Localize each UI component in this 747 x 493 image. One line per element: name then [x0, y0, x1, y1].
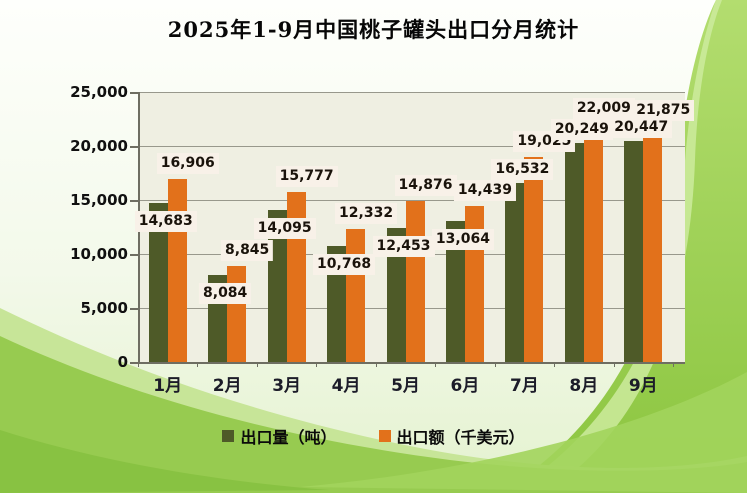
legend-item-export-volume: 出口量（吨）: [222, 424, 337, 448]
value-label-export-value: 8,845: [221, 240, 274, 262]
gridline: [138, 92, 685, 93]
x-axis-tick: [613, 362, 615, 367]
value-label-export-volume: 20,447: [610, 117, 673, 139]
bar-export-volume: [564, 143, 584, 362]
value-label-export-value: 12,332: [335, 202, 398, 224]
bar-export-value: [167, 179, 187, 362]
x-axis-tick: [256, 362, 258, 367]
month-label: 5月: [391, 376, 420, 396]
bar-export-value: [346, 228, 366, 362]
bar-export-value: [524, 156, 544, 362]
y-tick-label: 25,000: [70, 83, 128, 101]
legend-item-export-value: 出口额（千美元）: [378, 424, 525, 448]
bar-export-value: [405, 201, 425, 362]
x-axis-tick: [673, 362, 674, 367]
y-axis-tick: [130, 200, 138, 202]
x-axis-tick: [375, 362, 377, 367]
chart-legend: 出口量（吨） 出口额（千美元）: [0, 424, 747, 448]
value-label-export-value: 22,009: [572, 98, 635, 120]
legend-swatch-export-volume: [222, 430, 235, 442]
legend-swatch-export-value: [378, 430, 391, 442]
value-label-export-volume: 14,683: [134, 211, 197, 233]
x-axis-tick: [138, 362, 139, 367]
month-label: 8月: [569, 376, 599, 396]
bar-export-volume: [386, 227, 406, 362]
value-label-export-value: 15,777: [275, 165, 338, 187]
month-label: 2月: [212, 376, 242, 396]
y-axis-tick: [130, 146, 138, 148]
value-label-export-volume: 10,768: [313, 253, 376, 275]
x-axis-line: [138, 362, 685, 364]
value-label-export-volume: 20,249: [550, 119, 613, 141]
bar-export-volume: [505, 183, 525, 362]
x-axis-tick: [554, 362, 556, 367]
value-label-export-value: 14,876: [394, 175, 457, 197]
month-label: 7月: [509, 376, 539, 396]
bar-export-value: [643, 125, 663, 362]
x-axis-tick: [435, 362, 437, 367]
x-axis-tick: [316, 362, 318, 367]
chart-title: 2025年1-9月中国桃子罐头出口分月统计: [167, 17, 580, 42]
month-label: 9月: [628, 376, 658, 396]
y-tick-label: 15,000: [70, 191, 128, 209]
gridline: [138, 146, 685, 147]
legend-label-export-volume: 出口量（吨）: [240, 428, 337, 447]
bar-export-volume: [624, 141, 644, 362]
y-tick-label: 10,000: [70, 245, 128, 263]
month-label: 3月: [272, 376, 302, 396]
x-axis-tick: [197, 362, 199, 367]
gridline: [138, 200, 685, 201]
y-axis-tick: [130, 92, 138, 94]
bar-export-value: [227, 266, 247, 362]
month-label: 1月: [153, 376, 183, 396]
bar-export-volume: [327, 245, 347, 362]
y-axis-tick: [130, 254, 138, 256]
month-label: 6月: [450, 376, 480, 396]
y-tick-label: 0: [117, 353, 128, 371]
value-label-export-volume: 13,064: [431, 228, 494, 250]
value-label-export-volume: 8,084: [199, 282, 252, 304]
y-axis-tick: [130, 308, 138, 310]
bar-export-volume: [445, 220, 465, 362]
bar-export-value: [583, 124, 603, 362]
y-axis-tick: [130, 362, 138, 364]
value-label-export-volume: 14,095: [253, 217, 316, 239]
value-label-export-value: 21,875: [632, 99, 695, 121]
y-tick-label: 20,000: [70, 137, 128, 155]
value-label-export-value: 16,906: [156, 153, 219, 175]
y-tick-label: 5,000: [80, 299, 128, 317]
legend-label-export-value: 出口额（千美元）: [396, 428, 525, 447]
value-label-export-volume: 12,453: [372, 235, 435, 257]
value-label-export-value: 14,439: [453, 180, 516, 202]
bar-export-volume: [148, 203, 168, 362]
month-label: 4月: [331, 376, 361, 396]
value-label-export-volume: 16,532: [491, 159, 554, 181]
x-axis-tick: [494, 362, 496, 367]
